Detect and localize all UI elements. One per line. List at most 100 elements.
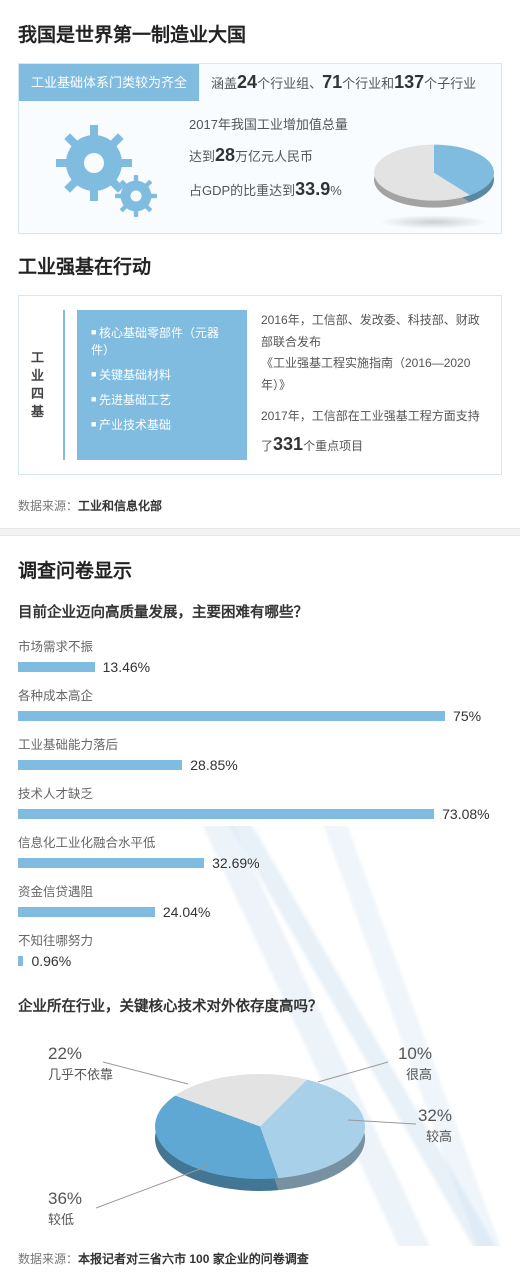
bar-fill [18,956,23,966]
siji-item: 关键基础材料 [91,362,233,387]
box-siji: 工业四基 核心基础零部件（元器件）关键基础材料先进基础工艺产业技术基础 2016… [18,295,502,475]
pie-disc [374,138,494,208]
bar-fill [18,907,155,917]
src-label: 数据来源： [18,499,78,513]
bar-value: 32.69% [212,855,259,871]
section2-title: 工业强基在行动 [18,252,502,279]
siji-item: 产业技术基础 [91,412,233,437]
txt: 2016年，工信部、发改委、科技部、财政部联合发布 [261,310,489,353]
pct: 22% [48,1044,113,1064]
bar-label: 不知往哪努力 [18,930,502,949]
bar-track: 0.96% [18,953,502,969]
src-value: 工业和信息化部 [78,499,162,513]
siji-item: 先进基础工艺 [91,387,233,412]
bar-value: 24.04% [163,904,210,920]
bar-label: 市场需求不振 [18,636,502,655]
pie-dependency: 22% 几乎不依靠 10% 很高 32% 较高 36% 较低 [18,1036,502,1236]
lbl: 较低 [48,1209,82,1228]
source1: 数据来源：工业和信息化部 [0,485,520,528]
bar-value: 75% [453,708,481,724]
txt: 个子行业 [424,76,476,91]
q1-title: 目前企业迈向高质量发展，主要困难有哪些？ [18,601,502,622]
pie-shadow [379,215,489,229]
siji-item: 核心基础零部件（元器件） [91,320,233,362]
txt: 2017年，工信部在工业强基工程方面支持了331个重点项目 [261,406,489,460]
gear-icon [19,113,189,233]
bar-row: 信息化工业化融合水平低 32.69% [18,832,502,871]
bar-track: 75% [18,708,502,724]
txt: 达到28万亿元人民币 [189,138,358,172]
bar-fill [18,809,434,819]
pie2-disc [155,1074,365,1199]
bar-track: 28.85% [18,757,502,773]
pct: 36% [48,1189,82,1209]
box-industry-base: 工业基础体系门类较为齐全 涵盖24个行业组、71个行业和137个子行业 [18,63,502,234]
lbl: 几乎不依靠 [48,1064,113,1083]
bar-track: 32.69% [18,855,502,871]
num: 28 [215,145,235,165]
txt: 个重点项目 [303,439,363,453]
bar-fill [18,760,182,770]
bar-track: 24.04% [18,904,502,920]
bar-fill [18,711,445,721]
gdp-text: 2017年我国工业增加值总量 达到28万亿元人民币 占GDP的比重达到33.9% [189,113,366,233]
txt: 占GDP的比重达到 [189,183,295,198]
num: 137 [394,72,424,92]
bar-label: 技术人才缺乏 [18,783,502,802]
num: 24 [237,72,257,92]
pct: 10% [398,1044,432,1064]
txt: 2017年我国工业增加值总量 [189,113,358,138]
divider [0,528,520,536]
siji-label: 工业四基 [31,310,65,460]
tag-label: 工业基础体系门类较为齐全 [19,64,199,101]
num: 33.9 [295,179,330,199]
pie2-label-tl: 22% 几乎不依靠 [48,1044,113,1083]
row-gdp: 2017年我国工业增加值总量 达到28万亿元人民币 占GDP的比重达到33.9% [19,101,501,233]
bar-label: 工业基础能力落后 [18,734,502,753]
siji-right: 2016年，工信部、发改委、科技部、财政部联合发布 《工业强基工程实施指南（20… [247,310,489,460]
bar-chart: 市场需求不振 13.46% 各种成本高企 75% 工业基础能力落后 28.85% 技术人才缺… [18,636,502,969]
bar-track: 73.08% [18,806,502,822]
num: 71 [322,72,342,92]
bar-value: 28.85% [190,757,237,773]
bar-value: 13.46% [103,659,150,675]
txt: 《工业强基工程实施指南（2016—2020年）》 [261,353,489,396]
section-survey: 调查问卷显示 目前企业迈向高质量发展，主要困难有哪些？ 市场需求不振 13.46%… [0,536,520,1246]
bar-label: 各种成本高企 [18,685,502,704]
src-value: 本报记者对三省六市 100 家企业的问卷调查 [78,1252,309,1266]
txt: % [330,183,342,198]
tag-desc: 涵盖24个行业组、71个行业和137个子行业 [199,64,501,101]
bar-row: 市场需求不振 13.46% [18,636,502,675]
pie2-label-bl: 36% 较低 [48,1189,82,1228]
bar-row: 技术人才缺乏 73.08% [18,783,502,822]
bar-value: 73.08% [442,806,489,822]
bar-track: 13.46% [18,659,502,675]
siji-list: 核心基础零部件（元器件）关键基础材料先进基础工艺产业技术基础 [77,310,247,460]
bar-label: 资金信贷遇阻 [18,881,502,900]
bar-value: 0.96% [31,953,71,969]
section-qiangji: 工业强基在行动 工业四基 核心基础零部件（元器件）关键基础材料先进基础工艺产业技… [0,244,520,485]
bar-fill [18,858,204,868]
pct: 32% [418,1106,452,1126]
txt: 达到 [189,149,215,164]
pie-gdp [366,113,501,233]
txt: 涵盖 [211,76,237,91]
bar-label: 信息化工业化融合水平低 [18,832,502,851]
src-label: 数据来源： [18,1252,78,1266]
lbl: 较高 [418,1126,452,1145]
pie2-label-r: 32% 较高 [418,1106,452,1145]
txt: 个行业组、 [257,76,322,91]
pie2-label-tr: 10% 很高 [398,1044,432,1083]
bar-row: 各种成本高企 75% [18,685,502,724]
lbl: 很高 [398,1064,432,1083]
txt: 万亿元人民币 [235,149,313,164]
section3-title: 调查问卷显示 [18,556,502,583]
bar-fill [18,662,95,672]
tag-row: 工业基础体系门类较为齐全 涵盖24个行业组、71个行业和137个子行业 [19,64,501,101]
bar-row: 工业基础能力落后 28.85% [18,734,502,773]
num: 331 [273,434,303,454]
source2: 数据来源：本报记者对三省六市 100 家企业的问卷调查 [0,1246,520,1281]
bar-row: 不知往哪努力 0.96% [18,930,502,969]
section1-title: 我国是世界第一制造业大国 [18,20,502,47]
txt: 个行业和 [342,76,394,91]
